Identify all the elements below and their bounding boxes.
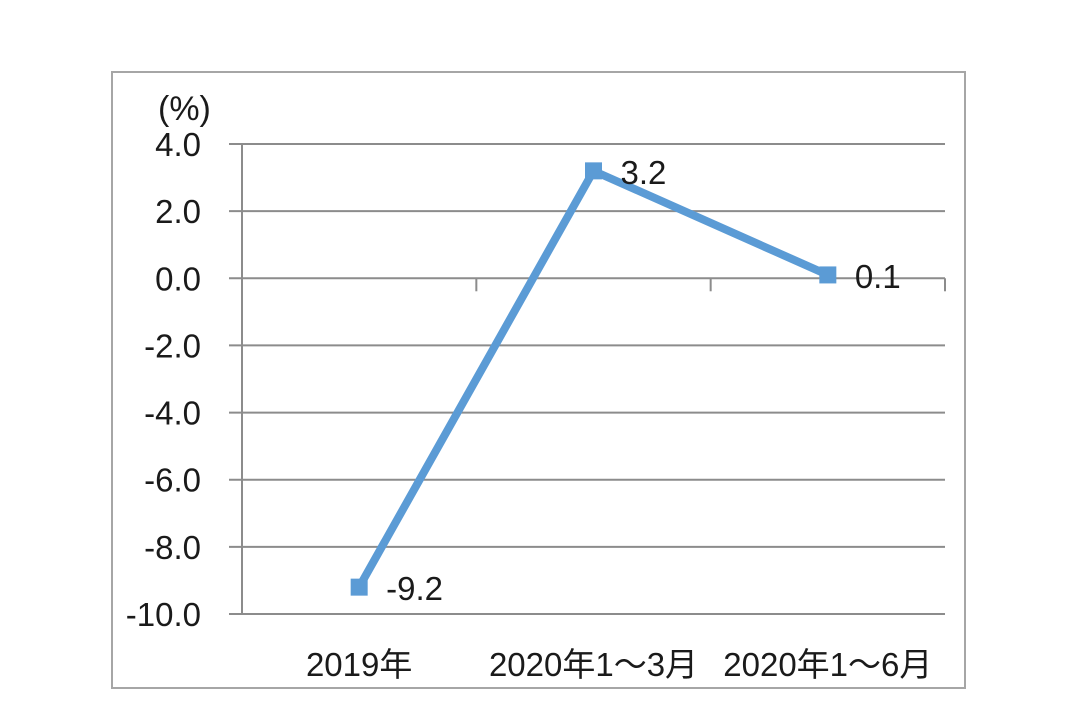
data-point-marker [350, 578, 368, 596]
data-point-marker [585, 162, 602, 180]
data-label: 0.1 [855, 258, 901, 295]
x-axis-category-labels: 2019年 2020年1～3月 2020年1～6月 [306, 646, 932, 683]
y-tick-label: 4.0 [155, 126, 201, 163]
data-series-group [350, 162, 837, 596]
x-category-label: 2020年1～6月 [723, 646, 932, 683]
y-tick-label: 2.0 [155, 193, 201, 230]
axes-group [241, 144, 946, 614]
data-point-marker [819, 266, 837, 284]
data-labels-group: -9.2 3.2 0.1 [386, 154, 901, 607]
y-axis-unit-label: (%) [158, 90, 211, 128]
x-category-label: 2019年 [306, 646, 412, 683]
data-label: -9.2 [386, 570, 443, 607]
y-tick-label: -4.0 [144, 395, 201, 432]
y-axis-tick-labels: 4.0 2.0 0.0 -2.0 -4.0 -6.0 -8.0 -10.0 [126, 126, 201, 633]
data-label: 3.2 [621, 154, 667, 191]
gridlines-group [229, 143, 945, 615]
x-category-label: 2020年1～3月 [489, 646, 698, 683]
y-tick-label: -10.0 [126, 596, 201, 633]
y-tick-label: 0.0 [155, 260, 201, 297]
y-tick-label: -2.0 [144, 327, 201, 364]
series-line [355, 166, 830, 590]
chart-border [111, 71, 966, 689]
y-tick-label: -6.0 [144, 462, 201, 499]
y-tick-label: -8.0 [144, 529, 201, 566]
